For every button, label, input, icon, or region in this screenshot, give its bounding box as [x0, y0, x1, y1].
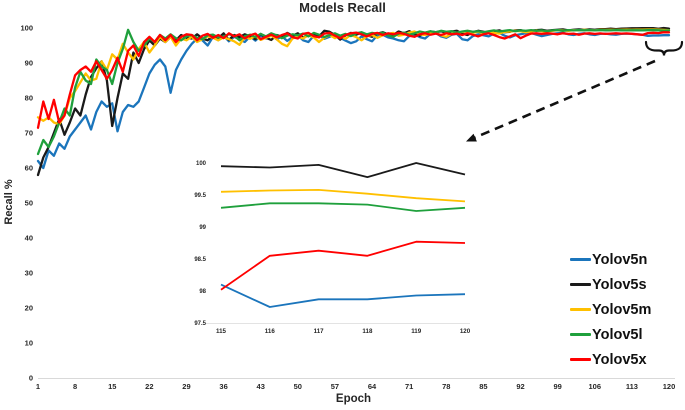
legend-label-yolov5m: Yolov5m — [592, 301, 652, 318]
y-tick-label: 70 — [25, 129, 33, 138]
legend-item-yolov5n: Yolov5n — [570, 250, 651, 269]
legend-swatch-yolov5x — [570, 358, 591, 361]
legend-swatch-yolov5n — [570, 258, 591, 261]
y-tick-label: 50 — [25, 199, 33, 208]
x-tick-label: 1 — [36, 382, 40, 391]
zoom-callout-dashed-arrow — [473, 59, 656, 140]
zoom-callout-arrow-head — [466, 133, 477, 142]
y-tick-label: 0 — [29, 374, 33, 383]
y-tick-label: 80 — [25, 94, 33, 103]
x-tick-label: 15 — [108, 382, 116, 391]
legend-item-yolov5m: Yolov5m — [570, 300, 651, 319]
x-tick-label: 78 — [442, 382, 450, 391]
inset-x-tick-label: 116 — [265, 328, 276, 335]
inset-y-tick-label: 98 — [199, 289, 206, 295]
series-line-yolov5x — [36, 31, 671, 129]
x-tick-label: 99 — [553, 382, 561, 391]
x-axis-label: Epoch — [335, 393, 372, 405]
x-tick-label: 43 — [257, 382, 265, 391]
y-tick-label: 90 — [25, 59, 33, 68]
legend-item-yolov5l: Yolov5l — [570, 325, 651, 344]
x-tick-label: 22 — [145, 382, 153, 391]
x-tick-label: 50 — [294, 382, 302, 391]
legend-swatch-yolov5m — [570, 308, 591, 311]
y-tick-label: 100 — [20, 24, 33, 33]
inset-y-tick-label: 99.5 — [194, 193, 206, 199]
x-tick-label: 106 — [589, 382, 602, 391]
inset-y-tick-label: 98.5 — [194, 257, 206, 263]
legend-item-yolov5x: Yolov5x — [570, 350, 651, 369]
inset-y-tick-label: 100 — [196, 161, 207, 167]
legend-label-yolov5s: Yolov5s — [592, 276, 647, 293]
x-tick-label: 36 — [219, 382, 227, 391]
inset-series-line-yolov5s — [220, 162, 466, 179]
inset-x-tick-label: 120 — [460, 328, 471, 335]
legend-item-yolov5s: Yolov5s — [570, 275, 651, 294]
x-tick-label: 120 — [663, 382, 676, 391]
chart-legend: Yolov5n Yolov5s Yolov5m Yolov5l Yolov5x — [570, 250, 651, 369]
inset-y-tick-label: 97.5 — [194, 321, 206, 327]
y-tick-label: 20 — [25, 304, 33, 313]
x-tick-label: 71 — [405, 382, 413, 391]
y-tick-label: 40 — [25, 234, 33, 243]
legend-swatch-yolov5l — [570, 333, 591, 336]
y-tick-label: 30 — [25, 269, 33, 278]
inset-x-tick-label: 119 — [411, 328, 422, 335]
inset-x-tick-label: 118 — [362, 328, 373, 335]
inset-x-tick-label: 117 — [314, 328, 325, 335]
x-tick-label: 92 — [516, 382, 524, 391]
legend-swatch-yolov5s — [570, 283, 591, 286]
inset-background — [185, 150, 480, 340]
x-tick-label: 85 — [479, 382, 487, 391]
y-tick-label: 60 — [25, 164, 33, 173]
legend-label-yolov5l: Yolov5l — [592, 326, 643, 343]
zoom-region-brace — [644, 40, 684, 56]
chart-title: Models Recall — [299, 0, 386, 15]
inset-series-line-yolov5x — [220, 240, 466, 291]
x-tick-label: 29 — [182, 382, 190, 391]
y-tick-label: 10 — [25, 339, 33, 348]
inset-y-tick-label: 99 — [199, 225, 206, 231]
series-line-yolov5m — [36, 28, 671, 126]
x-tick-label: 64 — [368, 382, 377, 391]
legend-label-yolov5x: Yolov5x — [592, 351, 647, 368]
inset-series-line-yolov5n — [220, 283, 466, 308]
legend-label-yolov5n: Yolov5n — [592, 251, 648, 268]
inset-series-line-yolov5m — [220, 188, 466, 203]
series-line-yolov5l — [36, 28, 671, 156]
inset-series-line-yolov5l — [220, 202, 466, 212]
x-tick-label: 8 — [73, 382, 77, 391]
x-tick-label: 113 — [626, 382, 638, 391]
x-tick-label: 57 — [331, 382, 339, 391]
inset-x-tick-label: 115 — [216, 328, 227, 335]
